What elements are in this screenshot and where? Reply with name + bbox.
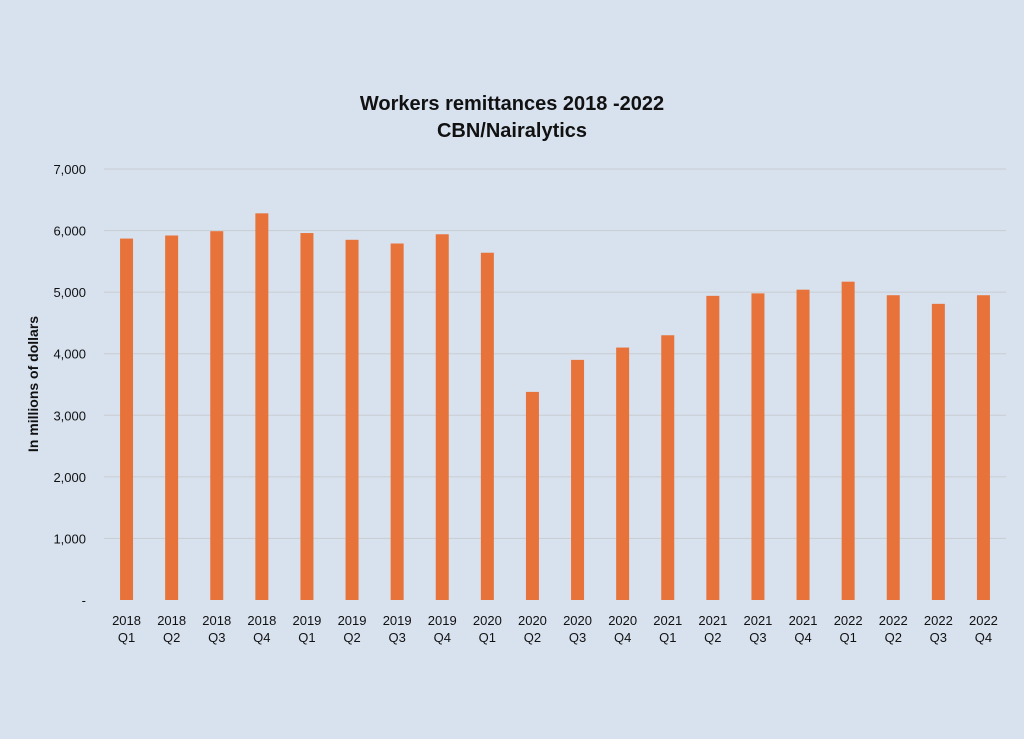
bar xyxy=(480,252,494,601)
bar xyxy=(525,391,539,600)
x-axis-ticks: 2018 Q1 2018 Q2 2018 Q3 2018 Q4 2019 Q1 2019 Q2 2019… xyxy=(112,613,998,645)
y-axis-label: In millions of dollars xyxy=(25,316,41,452)
x-tick-label: 2020 Q1 xyxy=(473,613,502,645)
y-tick-label: - xyxy=(82,593,86,608)
bar xyxy=(796,289,810,600)
x-tick-label: 2021 Q4 xyxy=(789,613,818,645)
bar xyxy=(841,281,855,600)
bars xyxy=(120,213,990,601)
gridlines xyxy=(104,168,1006,539)
y-tick-label: 2,000 xyxy=(53,470,86,485)
x-tick-label: 2018 Q3 xyxy=(202,613,231,645)
y-tick-label: 4,000 xyxy=(53,347,86,362)
bar xyxy=(300,233,314,600)
bar xyxy=(120,238,134,600)
x-tick-label: 2022 Q4 xyxy=(969,613,998,645)
y-tick-label: 1,000 xyxy=(53,531,86,546)
bar xyxy=(435,234,449,600)
bar xyxy=(571,359,585,600)
x-tick-label: 2018 Q1 xyxy=(112,613,141,645)
x-tick-label: 2022 Q2 xyxy=(879,613,908,645)
bar xyxy=(616,347,630,600)
chart-subtitle: CBN/Nairalytics xyxy=(437,120,587,142)
bar xyxy=(165,235,179,601)
bar xyxy=(255,213,269,600)
x-tick-label: 2021 Q3 xyxy=(743,613,772,645)
x-tick-label: 2020 Q2 xyxy=(518,613,547,645)
x-tick-label: 2020 Q4 xyxy=(608,613,637,645)
bar xyxy=(751,293,765,600)
chart-title: Workers remittances 2018 -2022 xyxy=(360,93,664,115)
y-tick-label: 6,000 xyxy=(53,224,86,239)
bar xyxy=(706,295,720,600)
bar xyxy=(345,239,359,601)
y-tick-label: 5,000 xyxy=(53,285,86,300)
bar xyxy=(931,303,945,600)
bar xyxy=(976,295,990,600)
x-tick-label: 2021 Q1 xyxy=(653,613,682,645)
y-axis-ticks: - 1,000 2,000 3,000 4,000 5,000 6,000 7,000 xyxy=(53,162,86,608)
x-tick-label: 2021 Q2 xyxy=(698,613,727,645)
bar xyxy=(886,295,900,600)
y-tick-label: 7,000 xyxy=(53,162,86,177)
x-tick-label: 2019 Q4 xyxy=(428,613,457,645)
x-tick-label: 2020 Q3 xyxy=(563,613,592,645)
x-tick-label: 2018 Q4 xyxy=(247,613,276,645)
x-tick-label: 2018 Q2 xyxy=(157,613,186,645)
x-tick-label: 2019 Q3 xyxy=(383,613,412,645)
x-tick-label: 2019 Q1 xyxy=(292,613,321,645)
bar xyxy=(390,243,404,600)
y-tick-label: 3,000 xyxy=(53,408,86,423)
x-tick-label: 2022 Q3 xyxy=(924,613,953,645)
x-tick-label: 2019 Q2 xyxy=(338,613,367,645)
x-tick-label: 2022 Q1 xyxy=(834,613,863,645)
bar xyxy=(210,231,224,601)
bar xyxy=(661,335,675,600)
